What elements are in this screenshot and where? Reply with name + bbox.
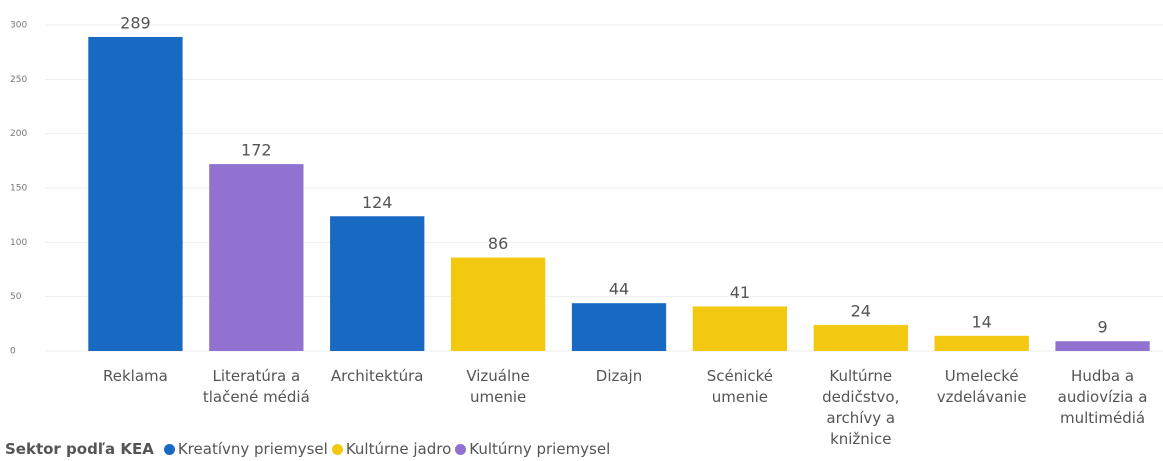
x-tick-label: Dizajn — [595, 367, 643, 385]
y-tick-label: 300 — [10, 21, 27, 31]
bar — [1055, 341, 1150, 351]
bar — [450, 257, 546, 351]
data-label: 24 — [851, 301, 871, 320]
x-tick-label: Scénické umenie — [706, 367, 774, 406]
data-label: 9 — [1097, 318, 1107, 337]
bar — [692, 306, 788, 351]
legend: Sektor podľa KEA Kreatívny priemysel Kultú… — [5, 440, 610, 458]
bar — [934, 335, 1029, 351]
legend-title: Sektor podľa KEA — [5, 440, 154, 458]
x-tick-label: Vizuálne umenie — [466, 367, 530, 406]
y-tick-label: 50 — [10, 292, 22, 302]
legend-marker — [163, 443, 175, 455]
legend-label: Kultúrne jadro — [345, 440, 452, 458]
legend-label: Kreatívny priemysel — [177, 440, 328, 458]
data-label: 44 — [609, 280, 629, 299]
bar — [88, 36, 183, 351]
data-label: 86 — [488, 234, 508, 253]
y-tick-label: 0 — [10, 347, 16, 357]
bar — [330, 216, 425, 351]
data-label: 289 — [120, 13, 151, 32]
y-tick-label: 150 — [10, 184, 27, 194]
bar — [571, 303, 667, 351]
y-tick-label: 100 — [10, 238, 27, 248]
bar — [813, 324, 908, 351]
x-tick-label: Reklama — [103, 367, 168, 385]
data-label: 41 — [730, 283, 750, 302]
data-label: 124 — [362, 193, 393, 212]
y-tick-label: 250 — [10, 75, 27, 85]
x-tick-label: Literatúra a tlačené médiá — [202, 367, 310, 406]
bar — [209, 164, 304, 351]
x-tick-label: Umelecké vzdelávanie — [936, 367, 1027, 406]
x-tick-label: Architektúra — [330, 367, 424, 385]
y-tick-label: 200 — [10, 129, 27, 139]
x-tick-label: Hudba a audiovízia a multimédiá — [1057, 367, 1148, 427]
legend-marker — [331, 443, 343, 455]
x-tick-label: Kultúrne dedičstvo, archívy a knižnice — [822, 367, 900, 448]
legend-marker — [455, 443, 467, 455]
data-label: 14 — [971, 312, 991, 331]
legend-label: Kultúrny priemysel — [469, 440, 611, 458]
data-label: 172 — [241, 141, 272, 160]
